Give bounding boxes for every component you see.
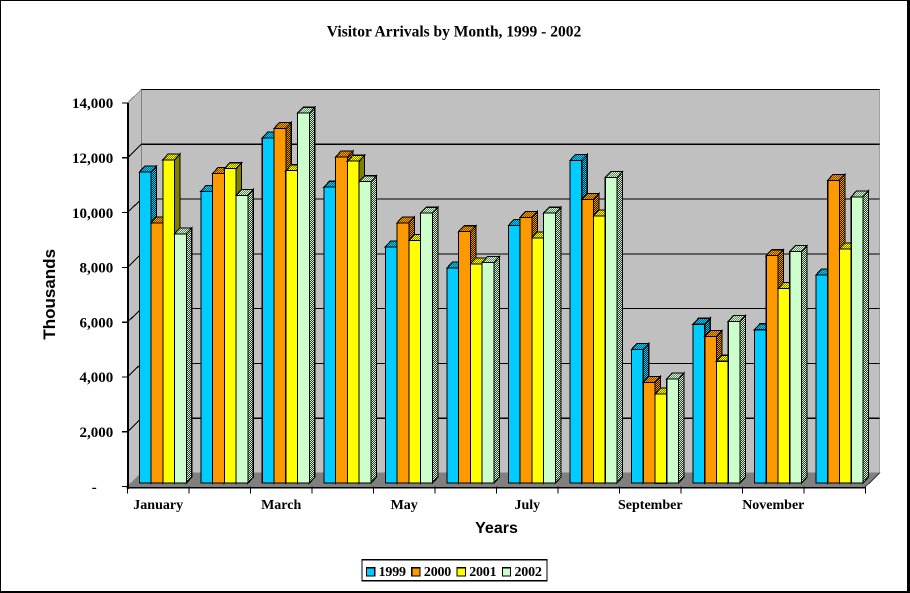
svg-text:8,000: 8,000 xyxy=(80,261,114,277)
svg-text:4,000: 4,000 xyxy=(80,370,114,386)
svg-text:Years: Years xyxy=(475,520,518,537)
svg-text:6,000: 6,000 xyxy=(80,315,114,331)
svg-text:-: - xyxy=(92,480,97,496)
svg-text:Visitor Arrivals by Month, 199: Visitor Arrivals by Month, 1999 - 2002 xyxy=(327,24,582,41)
svg-text:2,000: 2,000 xyxy=(80,425,114,441)
svg-text:Thousands: Thousands xyxy=(40,249,59,340)
svg-text:March: March xyxy=(261,498,301,513)
svg-text:2002: 2002 xyxy=(515,565,542,580)
svg-text:September: September xyxy=(618,498,683,513)
svg-text:2000: 2000 xyxy=(424,565,451,580)
svg-text:January: January xyxy=(133,498,183,513)
svg-text:14,000: 14,000 xyxy=(72,96,113,112)
svg-text:1999: 1999 xyxy=(379,565,406,580)
svg-text:12,000: 12,000 xyxy=(72,151,113,167)
svg-text:May: May xyxy=(391,498,418,513)
svg-text:2001: 2001 xyxy=(469,565,496,580)
svg-text:10,000: 10,000 xyxy=(72,206,113,222)
svg-text:November: November xyxy=(742,498,804,513)
svg-text:July: July xyxy=(514,498,540,513)
